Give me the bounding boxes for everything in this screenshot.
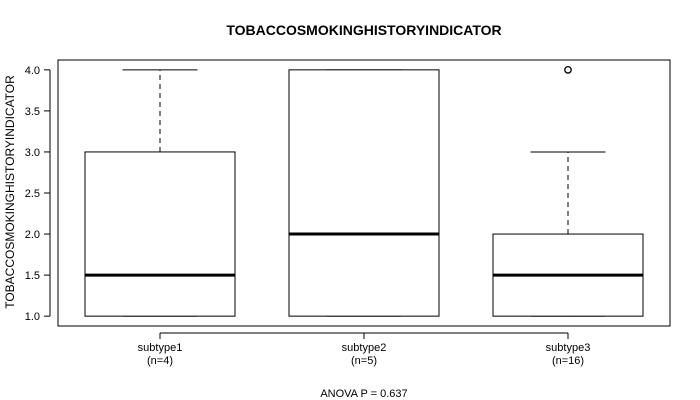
- outlier-point: [564, 66, 572, 74]
- category-label: subtype1: [138, 342, 183, 354]
- y-tick-label: 2.5: [25, 188, 40, 200]
- y-axis-label: TOBACCOSMOKINGHISTORYINDICATOR: [3, 75, 17, 309]
- box-subtype2: [288, 69, 440, 317]
- y-tick-label: 1.5: [25, 270, 40, 282]
- category-count-label: (n=16): [552, 355, 584, 367]
- box-subtype1: [84, 69, 236, 317]
- y-tick-label: 2.0: [25, 229, 40, 241]
- y-tick-label: 3.5: [25, 106, 40, 118]
- y-axis: 1.0 1.5 2.0 2.5 3.0 3.5 4.0: [25, 65, 51, 323]
- box-subtype3: [492, 66, 644, 317]
- iqr-box: [288, 69, 440, 317]
- boxes: [84, 66, 644, 317]
- y-tick-label: 1.0: [25, 311, 40, 323]
- y-tick-label: 3.0: [25, 147, 40, 159]
- plot-frame: [57, 59, 671, 327]
- category-label: subtype2: [342, 342, 387, 354]
- category-count-label: (n=5): [351, 355, 377, 367]
- anova-annotation: ANOVA P = 0.637: [320, 388, 407, 400]
- x-axis-labels: subtype1(n=4) subtype2(n=5) subtype3(n=16): [138, 332, 591, 367]
- category-count-label: (n=4): [147, 355, 173, 367]
- category-label: subtype3: [546, 342, 591, 354]
- y-tick-label: 4.0: [25, 65, 40, 77]
- iqr-box: [84, 151, 236, 317]
- chart-title: TOBACCOSMOKINGHISTORYINDICATOR: [226, 22, 501, 38]
